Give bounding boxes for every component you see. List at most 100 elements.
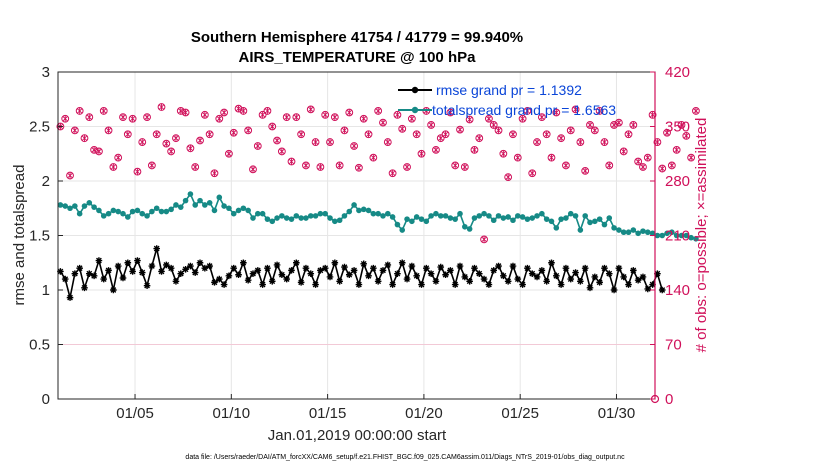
obs-count-point [557, 134, 566, 143]
totalspread-point [125, 214, 131, 220]
totalspread-point [644, 229, 651, 236]
rmse-point [105, 267, 112, 274]
obs-possible-marker [504, 173, 513, 182]
obs-possible-marker [446, 108, 455, 117]
obs-count-point [465, 115, 474, 124]
obs-count-point [364, 130, 373, 139]
y-axis-label-left: rmse and totalspread [11, 165, 28, 306]
obs-possible-marker [239, 107, 248, 115]
obs-possible-marker [123, 130, 132, 139]
obs-count-point [590, 126, 599, 135]
obs-possible-marker [326, 138, 334, 146]
obs-count-point [643, 153, 652, 162]
obs-count-point [379, 118, 387, 127]
totalspread-point [611, 225, 617, 231]
totalspread-point [630, 227, 637, 233]
obs-assimilated-marker [500, 150, 507, 157]
obs-count-point [629, 121, 638, 129]
obs-possible-marker [624, 130, 633, 139]
rmse-point [634, 276, 642, 284]
obs-possible-marker [138, 138, 147, 146]
obs-possible-marker [311, 138, 320, 146]
rmse-point [403, 275, 411, 283]
rmse-point [370, 264, 377, 272]
obs-count-point [441, 130, 450, 139]
obs-possible-marker [605, 161, 614, 170]
totalspread-point [582, 213, 588, 219]
rmse-point [639, 273, 647, 281]
obs-assimilated-marker [327, 139, 333, 146]
obs-assimilated-marker [105, 127, 112, 134]
totalspread-point [240, 205, 247, 212]
x-tick-label: 01/20 [405, 405, 443, 422]
rmse-point [187, 262, 194, 270]
obs-count-point [398, 124, 407, 133]
obs-assimilated-marker [341, 127, 348, 134]
obs-possible-marker [287, 157, 296, 166]
obs-count-point [494, 126, 503, 135]
obs-count-point [268, 122, 277, 131]
obs-assimilated-marker [264, 107, 271, 114]
obs-assimilated-marker [96, 148, 102, 155]
obs-count-point [677, 121, 686, 129]
obs-possible-marker [133, 167, 142, 176]
totalspread-point [592, 218, 598, 225]
rmse-point [110, 286, 117, 294]
obs-possible-marker [634, 157, 643, 166]
obs-assimilated-marker [211, 170, 218, 177]
obs-assimilated-marker [375, 107, 381, 114]
obs-possible-marker [460, 163, 469, 171]
obs-count-point [263, 107, 272, 115]
rmse-point [76, 264, 83, 272]
obs-possible-marker [306, 105, 315, 114]
obs-assimilated-marker [404, 163, 410, 170]
obs-possible-marker [677, 121, 686, 129]
obs-count-point [446, 108, 455, 117]
obs-assimilated-marker [592, 127, 598, 134]
rmse-point [394, 270, 401, 277]
totalspread-point [519, 214, 526, 220]
obs-possible-marker [441, 130, 450, 139]
obs-possible-marker [119, 113, 127, 122]
rmse-point [167, 264, 175, 272]
totalspread-point [182, 197, 189, 204]
obs-count-point [292, 113, 301, 122]
totalspread-point [365, 207, 372, 214]
obs-count-point [225, 149, 233, 158]
obs-assimilated-marker [616, 119, 622, 126]
totalspread-point [283, 215, 290, 221]
rmse-point [461, 273, 469, 281]
obs-assimilated-marker [274, 137, 280, 144]
obs-count-point [552, 108, 561, 117]
totalspread-point [255, 210, 261, 217]
rmse-point [442, 271, 449, 279]
totalspread-point [548, 218, 555, 225]
obs-possible-marker [614, 118, 623, 127]
totalspread-point [616, 227, 622, 233]
totalspread-point [259, 210, 266, 217]
obs-count-point [619, 147, 628, 156]
obs-count-point [393, 110, 402, 119]
obs-assimilated-marker [298, 131, 304, 138]
rmse-point [389, 281, 396, 288]
totalspread-point [505, 214, 511, 220]
obs-assimilated-marker [255, 142, 261, 149]
obs-count-point [114, 153, 123, 162]
obs-count-point [456, 125, 464, 134]
rmse-point [408, 262, 416, 270]
obs-count-point [403, 163, 411, 171]
obs-possible-marker [249, 165, 257, 174]
totalspread-point [558, 216, 564, 222]
obs-assimilated-marker [317, 163, 324, 170]
obs-count-point [542, 130, 551, 139]
obs-assimilated-marker [129, 115, 136, 122]
obs-count-point [109, 163, 118, 171]
obs-count-point [624, 130, 633, 139]
totalspread-point [500, 215, 507, 221]
obs-count-point [85, 113, 94, 122]
obs-possible-marker [321, 110, 330, 119]
totalspread-point [659, 232, 666, 239]
rmse-point [85, 270, 93, 277]
rmse-point [240, 259, 247, 267]
obs-count-point [287, 157, 296, 166]
